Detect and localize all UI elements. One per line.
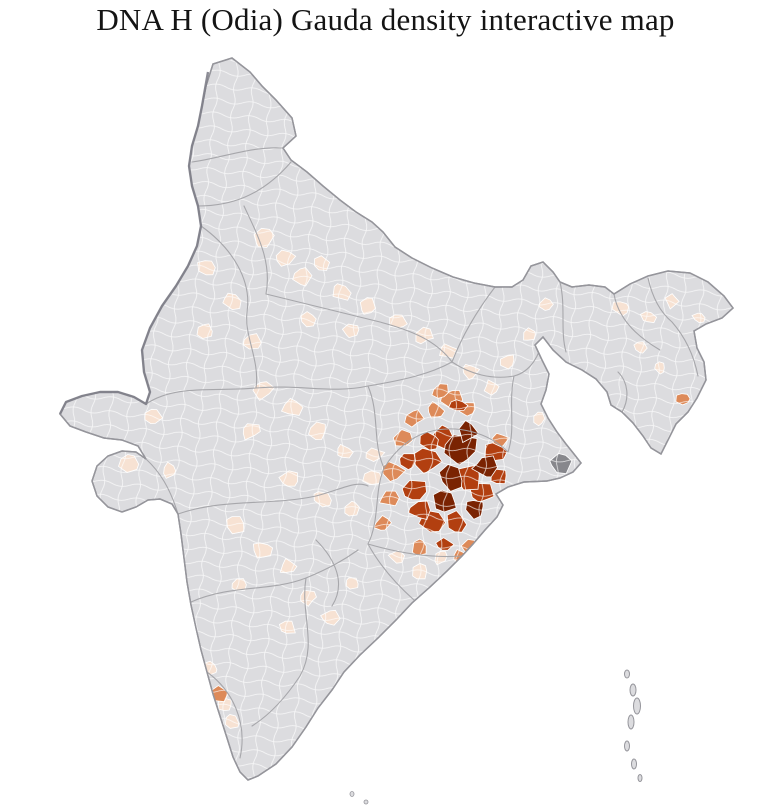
island[interactable] [637, 774, 643, 782]
island[interactable] [627, 714, 635, 730]
district-grid-layer [60, 58, 733, 780]
map-title: DNA H (Odia) Gauda density interactive m… [96, 2, 675, 37]
international-border-west [58, 71, 210, 415]
andaman-islands[interactable] [624, 669, 643, 782]
district-grid-fill [60, 58, 733, 780]
island[interactable] [633, 697, 641, 715]
island [349, 791, 355, 797]
island[interactable] [624, 669, 630, 679]
island [363, 799, 369, 805]
state-borders-layer [145, 147, 699, 759]
island[interactable] [631, 758, 637, 770]
small-islands [349, 791, 369, 805]
island[interactable] [624, 740, 630, 752]
state-border-lines [145, 147, 699, 759]
island[interactable] [629, 683, 637, 697]
